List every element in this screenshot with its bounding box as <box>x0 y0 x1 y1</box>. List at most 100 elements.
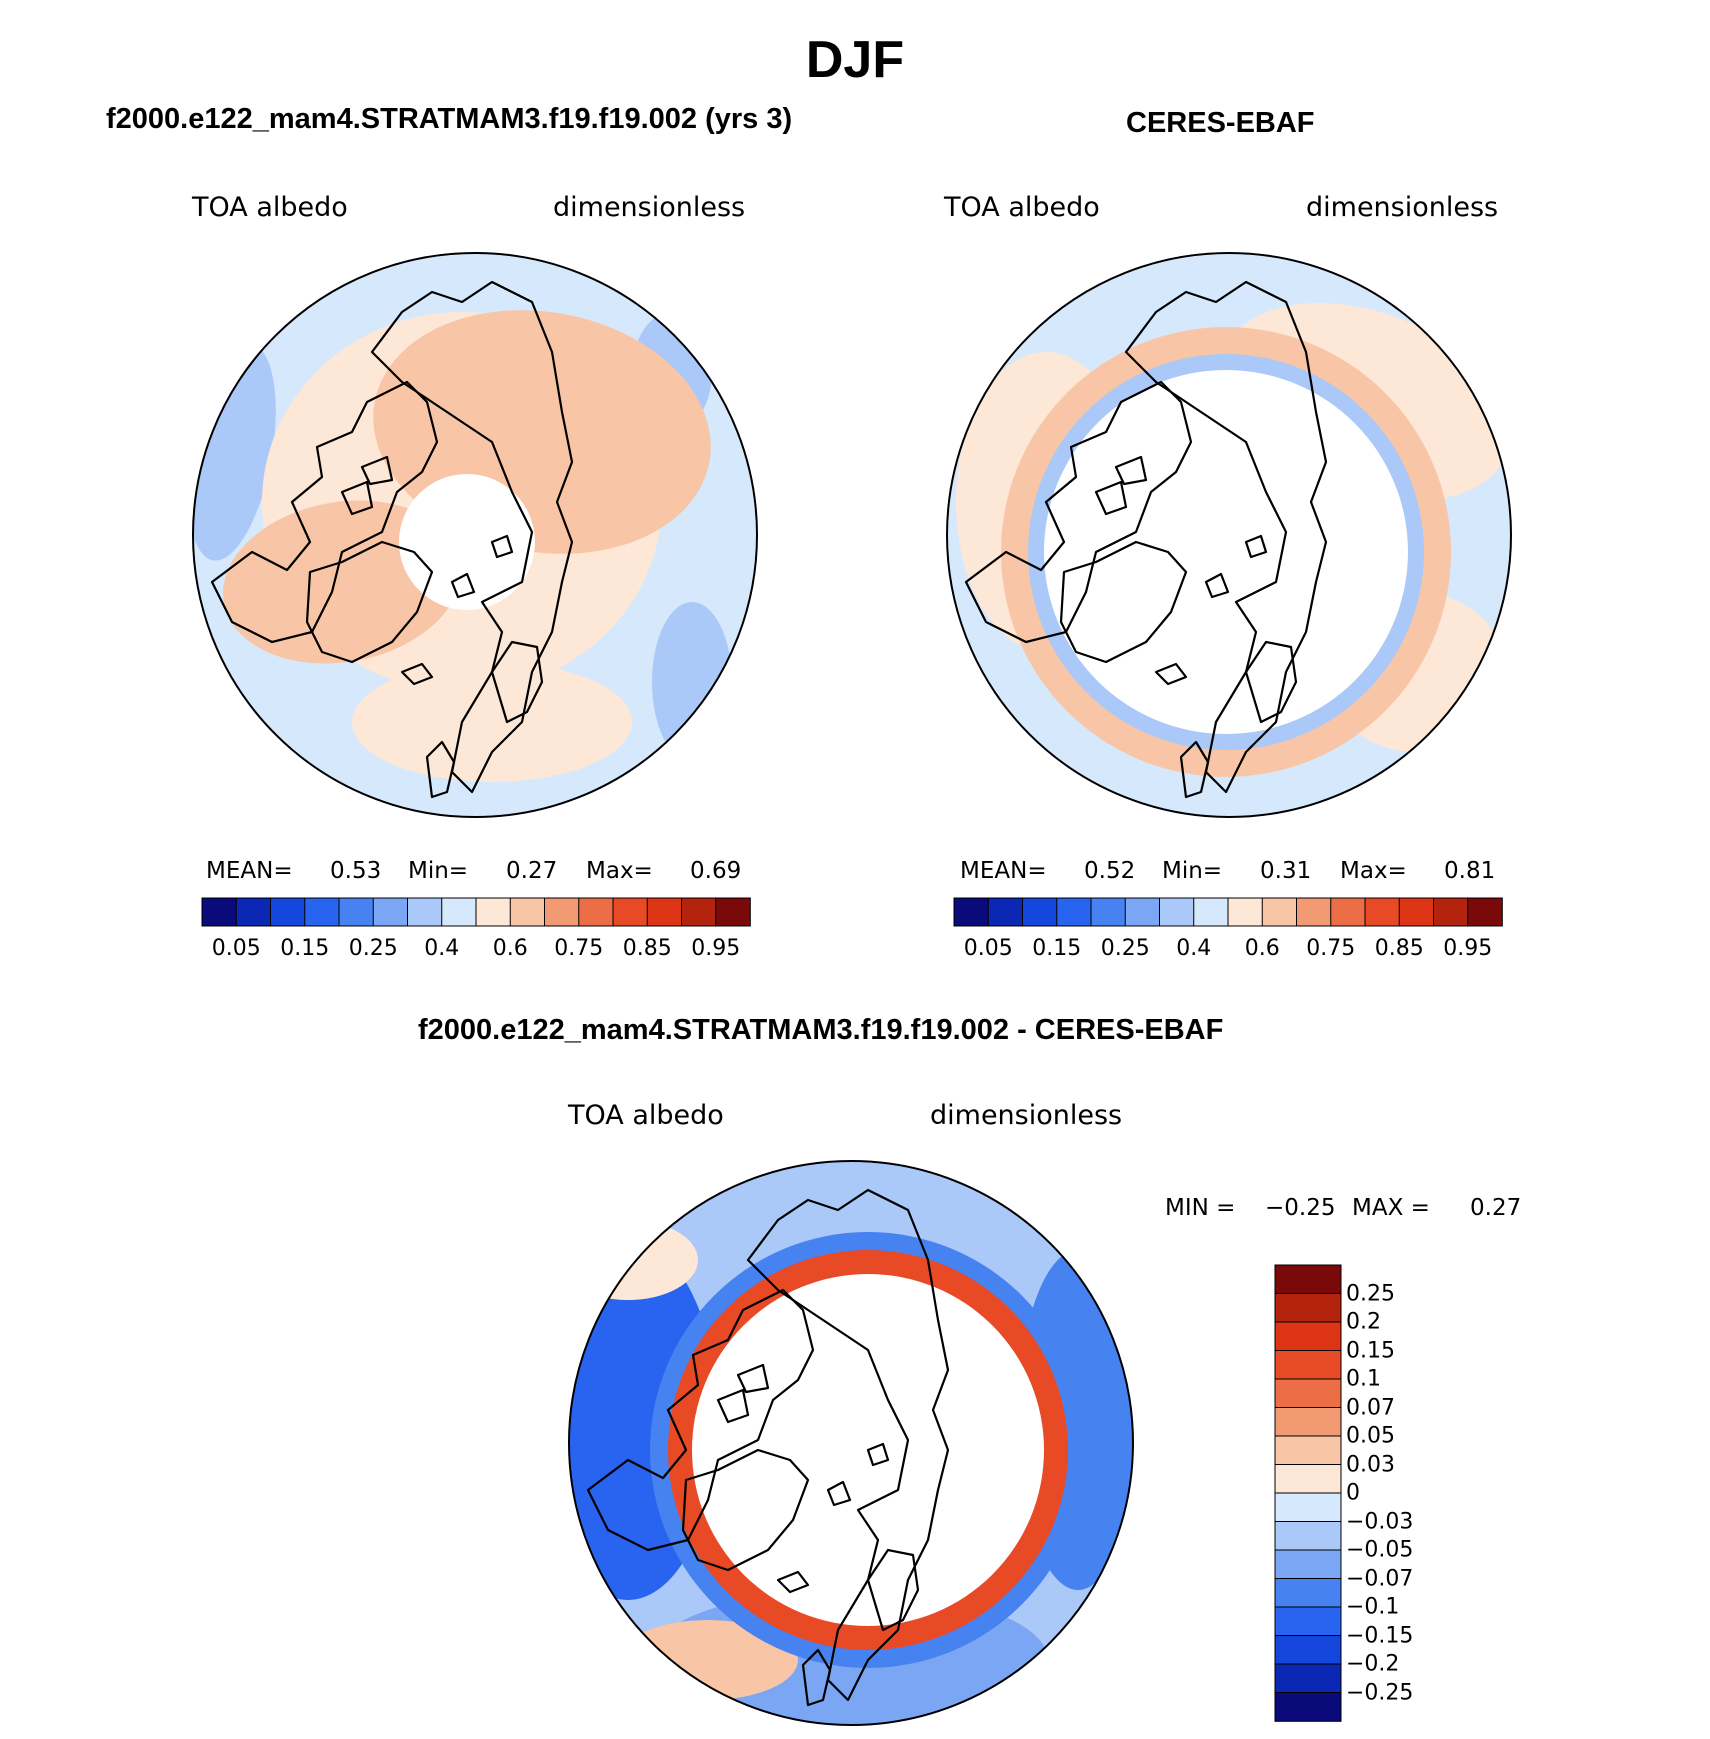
coastline-iceland <box>400 662 434 686</box>
colorbar-tick-label: −0.03 <box>1346 1509 1414 1534</box>
colorbar-swatch <box>1227 897 1264 927</box>
colorbar-swatch <box>953 897 990 927</box>
colorbar-swatch <box>1274 1606 1342 1637</box>
colorbar-swatch <box>338 897 375 927</box>
colorbar-tick-label: 0.2 <box>1346 1309 1381 1335</box>
colorbar-tick-label: 0.85 <box>1374 936 1424 961</box>
map-boundary <box>568 1160 1134 1726</box>
colorbar-tick-label: 0.1 <box>1346 1366 1381 1392</box>
colorbar-tick-label: −0.25 <box>1346 1680 1414 1705</box>
panel3-min-label: MIN = <box>1165 1195 1236 1221</box>
panel2-units-label: dimensionless <box>1306 192 1499 223</box>
colorbar-tick-label: 0.15 <box>280 936 330 961</box>
colorbar-swatch <box>407 897 443 927</box>
field-positive-region <box>569 1220 698 1300</box>
colorbar-swatch <box>235 897 272 927</box>
colorbar-swatch <box>1398 897 1435 927</box>
coastline <box>964 280 1328 799</box>
missing-data-cap <box>399 474 535 610</box>
panel1-title: f2000.e122_mam4.STRATMAM3.f19.f19.002 (y… <box>106 103 793 135</box>
colorbar-swatch <box>1274 1635 1342 1665</box>
coastline-scandinavia <box>866 1548 920 1632</box>
colorbar-swatch <box>304 897 340 927</box>
colorbar-tick-label: −0.15 <box>1346 1623 1414 1648</box>
colorbar-swatch <box>1056 897 1092 927</box>
coastline-eurasia <box>1124 280 1328 794</box>
colorbar-tick-label: 0.4 <box>1176 936 1212 961</box>
panel2-colorbar-ticks: 0.05 0.15 0.25 0.4 0.6 0.75 0.85 0.95 <box>954 936 1502 966</box>
panel3-colorbar <box>1274 1264 1342 1722</box>
panel1-max-value: 0.69 <box>690 858 742 884</box>
coastline-eurasia <box>370 280 574 794</box>
colorbar-swatch <box>475 897 512 927</box>
panel3-max-label: MAX = <box>1352 1195 1430 1221</box>
panel1-units-label: dimensionless <box>553 192 746 223</box>
colorbar-swatch <box>372 897 409 927</box>
colorbar-tick-label: 0.15 <box>1032 936 1082 961</box>
coastline <box>586 1188 950 1707</box>
colorbar-tick-label: 0.25 <box>1346 1281 1395 1306</box>
colorbar-tick-label: 0.05 <box>211 936 261 961</box>
colorbar-swatch <box>1364 897 1401 927</box>
panel1-map <box>192 252 758 818</box>
colorbar-swatch <box>1274 1350 1342 1380</box>
panel1-colorbar <box>201 897 751 927</box>
colorbar-tick-label: 0.75 <box>554 936 604 961</box>
colorbar-swatch <box>1274 1264 1342 1295</box>
panel1-colorbar-ticks: 0.05 0.15 0.25 0.4 0.6 0.75 0.85 0.95 <box>202 936 750 966</box>
panel2-map <box>946 252 1512 818</box>
colorbar-swatch <box>509 897 546 927</box>
colorbar-tick-label: 0.07 <box>1346 1395 1395 1420</box>
colorbar-tick-label: 0.95 <box>1443 936 1493 961</box>
colorbar-swatch <box>270 897 306 927</box>
panel1-max-label: Max= <box>586 858 653 884</box>
colorbar-tick-label: 0.05 <box>1346 1423 1395 1449</box>
panel3-min-value: −0.25 <box>1265 1195 1336 1221</box>
panel3-variable-label: TOA albedo <box>568 1100 724 1131</box>
colorbar-swatch <box>1274 1464 1342 1494</box>
colorbar-swatch <box>1159 897 1195 927</box>
colorbar-swatch <box>987 897 1024 927</box>
colorbar-tick-label: 0.85 <box>622 936 672 961</box>
field-high-region <box>352 662 632 782</box>
colorbar-swatch <box>544 897 580 927</box>
panel2-title: CERES-EBAF <box>1126 107 1315 139</box>
coastline-scandinavia <box>1244 640 1298 724</box>
missing-data-cap <box>1044 370 1408 734</box>
panel3-colorbar-ticks: 0.25 0.2 0.15 0.1 0.07 0.05 0.03 0 −0.03 −0.05 −0.… <box>1346 1265 1466 1721</box>
field-layer <box>193 253 757 817</box>
coastline-north-america <box>586 1288 815 1552</box>
map-boundary <box>946 252 1512 818</box>
colorbar-swatch <box>1274 1663 1342 1694</box>
panel3-max-value: 0.27 <box>1470 1195 1522 1221</box>
colorbar-swatch <box>1274 1435 1342 1466</box>
coastline-north-america <box>964 380 1193 644</box>
panel2-mean-value: 0.52 <box>1084 858 1136 884</box>
field-low-region <box>652 602 732 762</box>
colorbar-swatch <box>1433 897 1469 927</box>
field-layer <box>569 1161 1133 1725</box>
panel2-variable-label: TOA albedo <box>944 192 1100 223</box>
colorbar-swatch <box>1330 897 1366 927</box>
colorbar-tick-label: 0.4 <box>424 936 460 961</box>
panel3-units-label: dimensionless <box>930 1100 1123 1131</box>
colorbar-tick-label: 0.6 <box>492 936 528 961</box>
colorbar-swatch <box>1274 1578 1342 1608</box>
panel1-variable-label: TOA albedo <box>192 192 348 223</box>
colorbar-tick-label: 0.6 <box>1244 936 1280 961</box>
panel2-colorbar <box>953 897 1503 927</box>
colorbar-swatch <box>1274 1293 1342 1323</box>
map-boundary <box>192 252 758 818</box>
colorbar-swatch <box>441 897 477 927</box>
colorbar-tick-label: 0.95 <box>691 936 741 961</box>
coastline-iceland <box>776 1570 810 1594</box>
coastline-greenland <box>681 1448 810 1572</box>
colorbar-swatch <box>1090 897 1127 927</box>
colorbar-tick-label: 0 <box>1346 1480 1360 1506</box>
coastline-iceland <box>1154 662 1188 686</box>
panel2-max-label: Max= <box>1340 858 1407 884</box>
colorbar-tick-label: −0.2 <box>1346 1651 1400 1677</box>
colorbar-swatch <box>612 897 649 927</box>
colorbar-swatch <box>1274 1492 1342 1523</box>
colorbar-swatch <box>578 897 614 927</box>
